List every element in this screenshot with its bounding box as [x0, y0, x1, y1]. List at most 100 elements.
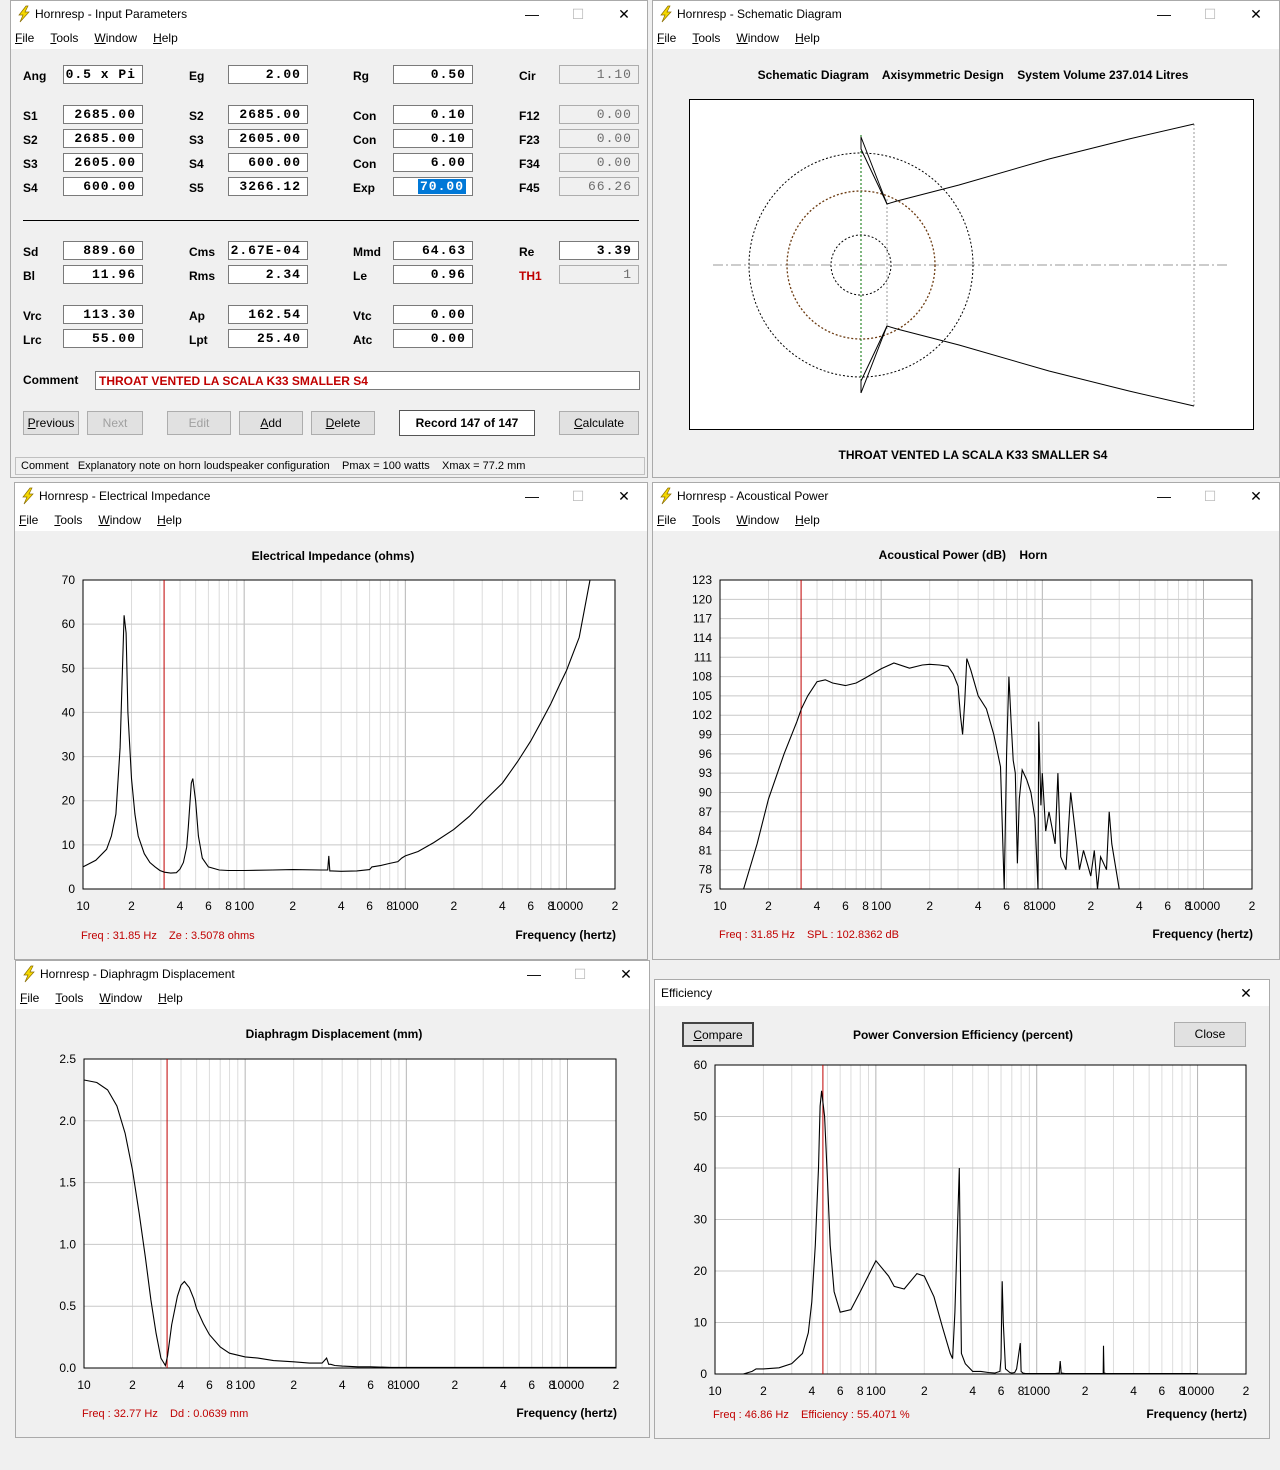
menu-help[interactable]: Help — [153, 31, 178, 45]
y-tick-label: 117 — [693, 612, 712, 626]
menu-file[interactable]: File — [20, 991, 40, 1005]
menu-tools[interactable]: Tools — [692, 31, 721, 45]
param-label: S1 — [23, 109, 38, 123]
param-label: S4 — [189, 157, 204, 171]
param-value-field[interactable]: 0.00 — [393, 305, 473, 324]
param-value-field[interactable]: 2.34 — [228, 265, 308, 284]
param-label: Con — [353, 157, 377, 171]
close-button[interactable]: ✕ — [1240, 985, 1252, 1001]
menu-window[interactable]: Window — [98, 513, 142, 527]
menu-file[interactable]: File — [657, 513, 677, 527]
delete-button[interactable]: Delete — [311, 411, 375, 435]
menu-file[interactable]: File — [657, 31, 677, 45]
displacement-window: Hornresp - Diaphragm Displacement — ☐ ✕ … — [15, 960, 650, 1438]
menu-help[interactable]: Help — [157, 513, 182, 527]
param-value-field[interactable]: 600.00 — [63, 177, 143, 196]
menu-tools[interactable]: Tools — [54, 513, 83, 527]
param-value-field[interactable]: 0.50 — [393, 65, 473, 84]
param-value-field[interactable]: 2.00 — [228, 65, 308, 84]
menu-help[interactable]: Help — [795, 513, 820, 527]
y-tick-label: 0 — [700, 1367, 707, 1381]
menu-window[interactable]: Window — [99, 991, 143, 1005]
x-tick-label: 100 — [235, 1378, 255, 1392]
maximize-button[interactable]: ☐ — [1203, 6, 1217, 22]
param-value-field[interactable]: 2685.00 — [63, 105, 143, 124]
menu-window[interactable]: Window — [94, 31, 138, 45]
close-button[interactable]: ✕ — [618, 488, 630, 504]
menu-window[interactable]: Window — [736, 513, 780, 527]
param-value-field[interactable]: 2605.00 — [63, 153, 143, 172]
menu-tools[interactable]: Tools — [55, 991, 84, 1005]
x-tick-label: 4 — [1130, 1384, 1137, 1398]
x-tick-label: 6 — [837, 1384, 844, 1398]
x-tick-label: 10000 — [550, 899, 584, 913]
y-tick-label: 0.5 — [59, 1299, 76, 1313]
param-value-field[interactable]: 889.60 — [63, 241, 143, 260]
param-value-field[interactable]: 113.30 — [63, 305, 143, 324]
menu-help[interactable]: Help — [795, 31, 820, 45]
freq-readout: Freq : 31.85 Hz — [719, 929, 795, 941]
edit-button[interactable]: Edit — [167, 411, 231, 435]
param-value-field[interactable]: 2685.00 — [63, 129, 143, 148]
param-value-field[interactable]: 2685.00 — [228, 105, 308, 124]
minimize-button[interactable]: — — [525, 6, 539, 22]
plot-border — [719, 579, 1253, 890]
param-value-field[interactable]: 2605.00 — [228, 129, 308, 148]
y-tick-label: 102 — [692, 708, 712, 722]
title-bar: Hornresp - Schematic Diagram — ☐ ✕ — [653, 1, 1279, 27]
calculate-button[interactable]: Calculate — [559, 411, 639, 435]
param-value-field[interactable]: 0.10 — [393, 129, 473, 148]
menu-tools[interactable]: Tools — [50, 31, 79, 45]
minimize-button[interactable]: — — [1157, 6, 1171, 22]
previous-button[interactable]: Previous — [23, 411, 79, 435]
maximize-button[interactable]: ☐ — [1203, 488, 1217, 504]
maximize-button[interactable]: ☐ — [571, 6, 585, 22]
close-button[interactable]: ✕ — [618, 6, 630, 22]
param-value-text: 70.00 — [417, 179, 466, 194]
param-value-field[interactable]: 0.5 x Pi — [63, 65, 143, 84]
param-value-field[interactable]: 3266.12 — [228, 177, 308, 196]
param-value-field[interactable]: 600.00 — [228, 153, 308, 172]
param-value-field[interactable]: 64.63 — [393, 241, 473, 260]
add-button[interactable]: Add — [239, 411, 303, 435]
x-tick-label: 8 — [225, 899, 232, 913]
y-tick-label: 84 — [699, 824, 713, 838]
param-value-field[interactable]: 0.96 — [393, 265, 473, 284]
param-value-field[interactable]: 6.00 — [393, 153, 473, 172]
param-label: Sd — [23, 245, 39, 259]
menu-tools[interactable]: Tools — [692, 513, 721, 527]
param-value-field[interactable]: 0.10 — [393, 105, 473, 124]
menu-file[interactable]: File — [19, 513, 39, 527]
x-tick-label: 10 — [708, 1384, 722, 1398]
maximize-button[interactable]: ☐ — [573, 966, 587, 982]
param-value-field[interactable]: 3.39 — [559, 241, 639, 260]
menu-bar: File Tools Window Help — [16, 987, 649, 1009]
minimize-button[interactable]: — — [525, 488, 539, 504]
param-value-field[interactable]: 55.00 — [63, 329, 143, 348]
close-button[interactable]: ✕ — [620, 966, 632, 982]
maximize-button[interactable]: ☐ — [571, 488, 585, 504]
minimize-button[interactable]: — — [527, 966, 541, 982]
param-value-field[interactable]: 11.96 — [63, 265, 143, 284]
x-tick-label: 6 — [842, 899, 849, 913]
param-value-field[interactable]: 2.67E-04 — [228, 241, 308, 260]
close-button[interactable]: ✕ — [1250, 488, 1262, 504]
param-value-field[interactable]: 70.00 — [393, 177, 473, 196]
param-value-field[interactable]: 162.54 — [228, 305, 308, 324]
minimize-button[interactable]: — — [1157, 488, 1171, 504]
comment-field[interactable]: THROAT VENTED LA SCALA K33 SMALLER S4 — [95, 371, 640, 390]
close-dialog-button[interactable]: Close — [1174, 1022, 1246, 1047]
acoustical-power-chart[interactable]: 7578818487909396991021051081111141171201… — [653, 483, 1280, 961]
param-value-field[interactable]: 25.40 — [228, 329, 308, 348]
menu-window[interactable]: Window — [736, 31, 780, 45]
next-button[interactable]: Next — [87, 411, 143, 435]
compare-button[interactable]: Compare — [682, 1022, 754, 1047]
param-value-text: 0.00 — [596, 155, 632, 170]
close-button[interactable]: ✕ — [1250, 6, 1262, 22]
menu-help[interactable]: Help — [158, 991, 183, 1005]
menu-file[interactable]: File — [15, 31, 35, 45]
param-value-field[interactable]: 0.00 — [393, 329, 473, 348]
